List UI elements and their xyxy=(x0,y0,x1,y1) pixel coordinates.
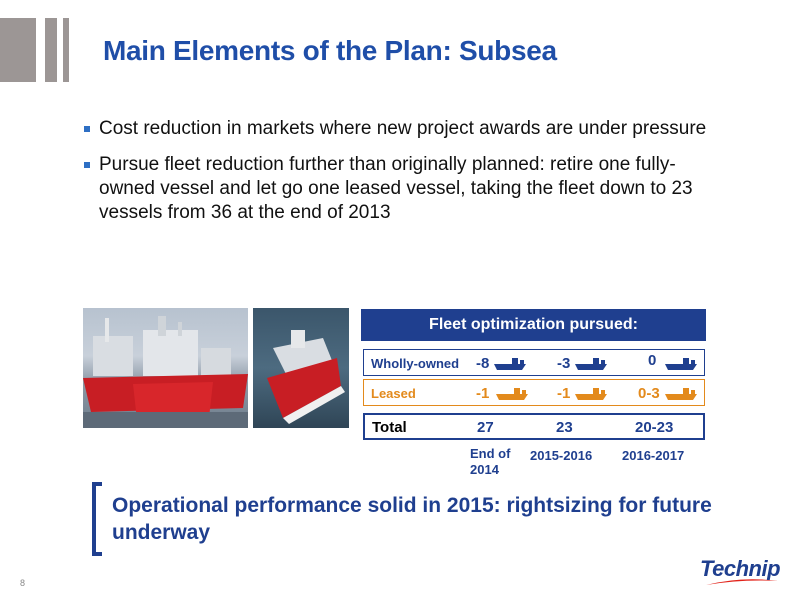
bullet-marker-icon xyxy=(84,162,90,168)
owned-value: -8 xyxy=(476,355,490,372)
fleet-row-leased: Leased -1 -1 0-3 xyxy=(363,379,705,406)
callout-text: Operational performance solid in 2015: r… xyxy=(112,494,712,544)
technip-logo: Technip xyxy=(700,556,782,586)
period-label: 2015-2016 xyxy=(530,448,593,463)
ship-icon xyxy=(575,388,607,400)
bullet-list: Cost reduction in markets where new proj… xyxy=(84,117,724,237)
ship-icon xyxy=(665,388,697,400)
logo-swoosh-icon xyxy=(706,579,778,585)
owned-value: 0 xyxy=(648,352,657,369)
ship-icon xyxy=(575,358,607,370)
bullet-item: Cost reduction in markets where new proj… xyxy=(84,117,724,141)
vessel-photo xyxy=(253,308,349,428)
fleet-header: Fleet optimization pursued: xyxy=(361,309,706,341)
row-label: Leased xyxy=(371,386,416,401)
total-value: 20-23 xyxy=(635,419,674,436)
bullet-item: Pursue fleet reduction further than orig… xyxy=(84,153,724,225)
bullet-text: Pursue fleet reduction further than orig… xyxy=(99,154,693,223)
ship-icon xyxy=(494,358,526,370)
bullet-text: Cost reduction in markets where new proj… xyxy=(99,118,707,139)
leased-value: -1 xyxy=(557,385,571,402)
leased-value: 0-3 xyxy=(638,385,660,402)
page-number: 8 xyxy=(20,578,26,588)
callout-bracket xyxy=(92,482,102,556)
fleet-row-total: Total 27 23 20-23 xyxy=(363,413,705,440)
period-label: End of 2014 xyxy=(470,446,511,477)
bullet-marker-icon xyxy=(84,126,90,132)
fleet-row-wholly-owned: Wholly-owned -8 -3 0 xyxy=(363,349,705,376)
logo-text: Technip xyxy=(700,556,781,581)
row-label: Total xyxy=(372,419,407,436)
vessel-photo xyxy=(83,308,248,428)
ship-icon xyxy=(665,358,697,370)
ship-icon xyxy=(496,388,528,400)
total-value: 27 xyxy=(477,419,494,436)
leased-value: -1 xyxy=(476,385,490,402)
total-value: 23 xyxy=(556,419,573,436)
owned-value: -3 xyxy=(557,355,571,372)
row-label: Wholly-owned xyxy=(371,356,460,371)
period-label: 2016-2017 xyxy=(622,448,685,463)
slide-title: Main Elements of the Plan: Subsea xyxy=(103,35,557,66)
